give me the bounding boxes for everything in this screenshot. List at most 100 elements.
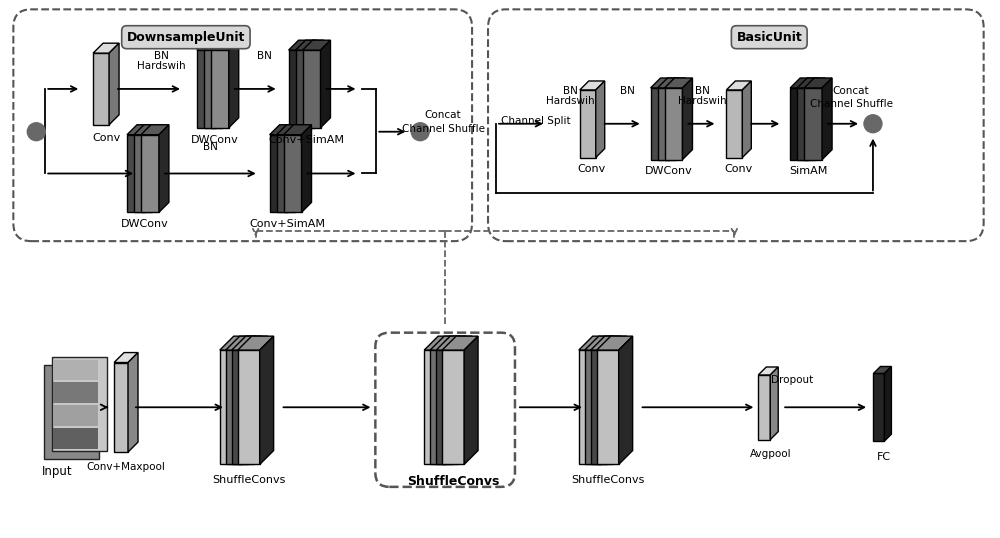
Bar xyxy=(44,365,99,459)
Text: Input: Input xyxy=(42,465,73,478)
Polygon shape xyxy=(93,53,109,125)
Polygon shape xyxy=(289,40,317,50)
Text: Conv+SimAM: Conv+SimAM xyxy=(250,220,326,229)
Polygon shape xyxy=(815,78,825,160)
Text: ShuffleConvs: ShuffleConvs xyxy=(571,475,644,485)
Polygon shape xyxy=(134,125,162,134)
Polygon shape xyxy=(446,336,460,464)
Text: Hardswih: Hardswih xyxy=(546,96,595,106)
Text: BasicUnit: BasicUnit xyxy=(736,31,802,44)
Polygon shape xyxy=(204,50,222,128)
Polygon shape xyxy=(580,81,605,90)
Text: Avgpool: Avgpool xyxy=(749,449,791,459)
Polygon shape xyxy=(109,43,119,125)
Polygon shape xyxy=(254,336,268,464)
Text: BN: BN xyxy=(154,51,168,61)
Polygon shape xyxy=(229,40,239,128)
Circle shape xyxy=(864,115,882,133)
Polygon shape xyxy=(159,125,169,213)
Polygon shape xyxy=(127,125,155,134)
Polygon shape xyxy=(232,336,268,350)
Polygon shape xyxy=(591,336,627,350)
Polygon shape xyxy=(93,43,119,53)
Polygon shape xyxy=(591,350,613,464)
Polygon shape xyxy=(682,78,692,160)
Polygon shape xyxy=(651,88,669,160)
Text: Dropout: Dropout xyxy=(771,376,813,385)
Polygon shape xyxy=(238,350,260,464)
Polygon shape xyxy=(220,336,256,350)
Text: Concat: Concat xyxy=(425,110,461,120)
Polygon shape xyxy=(790,88,808,160)
Polygon shape xyxy=(197,50,215,128)
Polygon shape xyxy=(669,78,679,160)
Polygon shape xyxy=(452,336,466,464)
Polygon shape xyxy=(596,81,605,158)
Polygon shape xyxy=(114,352,138,363)
Polygon shape xyxy=(873,366,891,373)
Polygon shape xyxy=(442,350,464,464)
Polygon shape xyxy=(676,78,685,160)
Text: DownsampleUnit: DownsampleUnit xyxy=(127,31,245,44)
Polygon shape xyxy=(884,366,891,441)
Polygon shape xyxy=(597,336,633,350)
Bar xyxy=(52,357,107,451)
Polygon shape xyxy=(284,125,312,134)
Polygon shape xyxy=(220,350,242,464)
Text: Channel Shuffle: Channel Shuffle xyxy=(810,99,893,109)
Polygon shape xyxy=(302,125,312,213)
Polygon shape xyxy=(248,336,262,464)
Polygon shape xyxy=(232,350,254,464)
Text: ShuffleConvs: ShuffleConvs xyxy=(407,475,499,488)
Polygon shape xyxy=(658,88,676,160)
Polygon shape xyxy=(758,367,778,375)
Text: BN: BN xyxy=(563,86,578,96)
Polygon shape xyxy=(289,50,307,128)
Polygon shape xyxy=(804,88,822,160)
Polygon shape xyxy=(658,78,685,88)
Bar xyxy=(53,405,98,426)
Polygon shape xyxy=(320,40,330,128)
Polygon shape xyxy=(665,78,692,88)
Polygon shape xyxy=(238,336,274,350)
Polygon shape xyxy=(127,134,145,213)
Circle shape xyxy=(411,123,429,140)
Polygon shape xyxy=(607,336,621,464)
Polygon shape xyxy=(260,336,274,464)
Polygon shape xyxy=(296,50,314,128)
Polygon shape xyxy=(242,336,256,464)
Polygon shape xyxy=(307,40,317,128)
Polygon shape xyxy=(270,125,298,134)
Polygon shape xyxy=(430,350,452,464)
Polygon shape xyxy=(303,50,320,128)
Polygon shape xyxy=(288,125,298,213)
Polygon shape xyxy=(145,125,155,213)
Polygon shape xyxy=(314,40,323,128)
Polygon shape xyxy=(580,90,596,158)
Polygon shape xyxy=(270,134,288,213)
Polygon shape xyxy=(424,336,460,350)
Polygon shape xyxy=(424,350,446,464)
Polygon shape xyxy=(822,78,832,160)
Polygon shape xyxy=(601,336,615,464)
Polygon shape xyxy=(215,40,225,128)
Polygon shape xyxy=(770,367,778,440)
Circle shape xyxy=(27,123,45,140)
Text: BN: BN xyxy=(203,141,218,152)
Text: DWConv: DWConv xyxy=(645,166,692,175)
Polygon shape xyxy=(303,40,330,50)
Polygon shape xyxy=(726,81,751,90)
Polygon shape xyxy=(804,78,832,88)
Text: Conv+SimAM: Conv+SimAM xyxy=(269,134,345,145)
Polygon shape xyxy=(284,134,302,213)
Text: BN: BN xyxy=(695,86,710,96)
Polygon shape xyxy=(436,350,458,464)
Polygon shape xyxy=(808,78,818,160)
Polygon shape xyxy=(128,352,138,452)
Polygon shape xyxy=(585,350,607,464)
Polygon shape xyxy=(665,88,682,160)
Polygon shape xyxy=(277,134,295,213)
Polygon shape xyxy=(790,78,818,88)
Polygon shape xyxy=(204,40,232,50)
Text: Conv: Conv xyxy=(724,164,752,174)
